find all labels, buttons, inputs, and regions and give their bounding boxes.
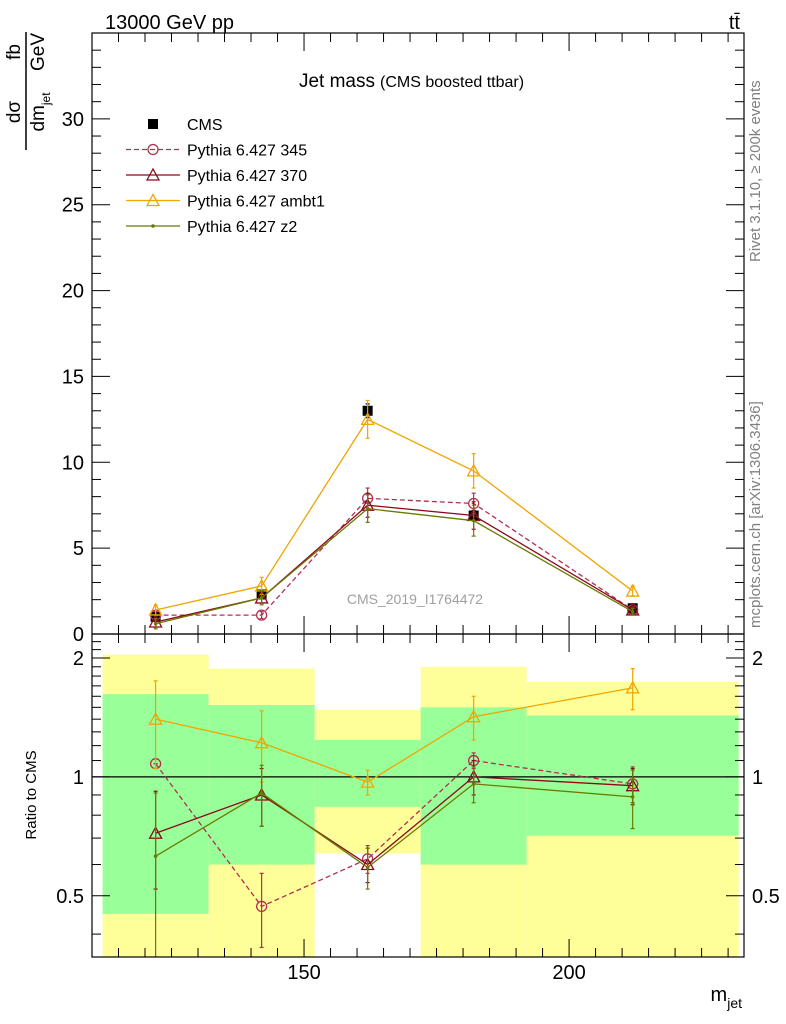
main-point [365, 506, 370, 511]
ratio-point [259, 791, 264, 795]
main-series-cms [150, 403, 638, 622]
ylabel-denominator-unit: GeV [28, 33, 49, 71]
legend-item: Pythia 6.427 345 [126, 143, 307, 160]
ratio-y-tick-label-right: 1 [752, 767, 763, 789]
ratio-y-tick-label-right: 0.5 [752, 886, 780, 908]
main-y-tick-label: 10 [62, 452, 84, 474]
main-point [259, 596, 264, 600]
legend-marker [148, 119, 158, 129]
main-y-tick-label: 25 [62, 195, 84, 217]
legend-item: CMS [148, 117, 223, 134]
legend-label: Pythia 6.427 370 [187, 168, 307, 185]
main-y-tick-label: 20 [62, 281, 84, 303]
legend-item: Pythia 6.427 370 [126, 167, 307, 185]
legend-label: Pythia 6.427 ambt1 [187, 194, 325, 211]
ratio-y-tick-label: 2 [73, 648, 84, 670]
legend-marker [151, 224, 155, 228]
main-title: Jet mass (CMS boosted ttbar) [299, 71, 524, 92]
ratio-uncertainty-bands [102, 654, 739, 957]
rivet-info: Rivet 3.1.10, ≥ 200k events [747, 80, 764, 262]
ratio-point [471, 782, 476, 786]
chart-subtitle: (CMS boosted ttbar) [380, 74, 524, 91]
ratio-point [365, 865, 370, 870]
main-series-line [155, 497, 634, 616]
ylabel-denominator: dmjet [28, 92, 53, 132]
main-axes: 0 5 10 15 20 25 30 [62, 32, 744, 646]
ratio-point [630, 795, 635, 799]
legend-marker [147, 143, 159, 156]
analysis-watermark: CMS_2019_I1764472 [347, 591, 483, 607]
main-y-tick-label: 30 [62, 109, 84, 131]
ratio-series-line [155, 759, 633, 908]
main-point [466, 463, 481, 477]
x-tick-label: 200 [552, 962, 585, 984]
legend-marker [145, 193, 161, 207]
ylabel-numerator-sigma: dσ [4, 101, 25, 124]
ratio-point [148, 711, 163, 725]
ratio-point [153, 854, 158, 858]
main-y-axis-label: dσ dmjet fb GeV [4, 32, 53, 150]
main-y-tick-label: 0 [73, 624, 84, 646]
ratio-y-tick-label: 1 [73, 767, 84, 789]
legend: CMS Pythia 6.427 345 Pythia 6.427 370 Pythi… [126, 117, 325, 236]
main-point [360, 411, 375, 426]
ratio-y-axis-label: Ratio to CMS [23, 750, 40, 839]
header-left: 13000 GeV pp [105, 12, 234, 34]
main-series-pythia-6.427-z2 [153, 494, 635, 630]
mcplots-info: mcplots.cern.ch [arXiv:1306.3436] [747, 401, 764, 628]
ratio-series-pythia-6.427-z2 [153, 764, 635, 957]
ratio-point [625, 680, 640, 694]
legend-label: Pythia 6.427 z2 [187, 219, 297, 236]
ratio-y-tick-label-right: 2 [752, 648, 763, 670]
x-tick-label: 150 [287, 962, 320, 984]
legend-marker [145, 167, 161, 181]
main-point [255, 609, 268, 621]
ratio-point [254, 735, 269, 749]
ratio-frame [91, 633, 745, 958]
ratio-point [466, 709, 481, 723]
x-axis-label: mjet [711, 984, 743, 1011]
legend-item: Pythia 6.427 z2 [126, 219, 297, 236]
main-y-tick-label: 5 [73, 538, 84, 560]
ratio-series [148, 667, 640, 957]
main-series [148, 399, 640, 630]
legend-label: Pythia 6.427 345 [187, 143, 307, 160]
main-y-tick-label: 15 [62, 366, 84, 388]
ratio-point [255, 900, 268, 913]
main-point [625, 583, 640, 597]
ratio-point [360, 774, 375, 788]
chart-title: Jet mass [299, 71, 375, 92]
ylabel-numerator-unit: fb [4, 44, 25, 60]
main-point [630, 609, 635, 614]
header-right: tt̄ [729, 12, 741, 34]
ratio-axes: 0.5 0.5 1 1 2 2 150 200 [56, 634, 780, 984]
main-point [471, 518, 476, 523]
legend-item: Pythia 6.427 ambt1 [126, 193, 325, 211]
main-series-line [155, 418, 634, 611]
main-point [153, 621, 158, 626]
ratio-y-tick-label: 0.5 [56, 886, 84, 908]
main-point [148, 602, 163, 616]
legend-label: CMS [187, 117, 223, 134]
